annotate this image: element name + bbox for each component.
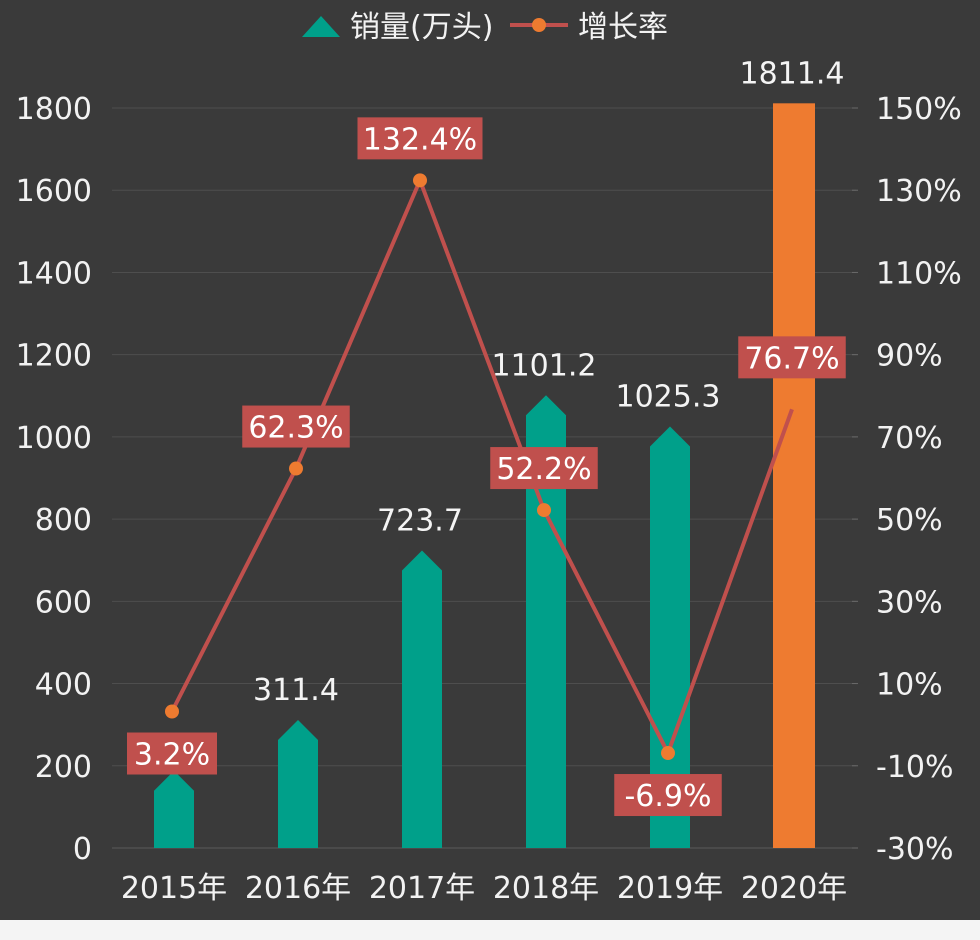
growth-label-box	[357, 117, 483, 160]
growth-marker	[289, 461, 303, 476]
y-left-tick-label: 800	[35, 503, 92, 538]
x-axis: 2015年 2016年 2017年 2018年 2019年 2020年	[121, 871, 847, 906]
bar	[526, 395, 566, 848]
x-tick-label: 2016年	[245, 871, 351, 906]
legend-bar-swatch	[302, 16, 340, 37]
y-right-tick-label: 70%	[876, 421, 943, 456]
y-right-tick-label: 130%	[876, 174, 962, 209]
growth-value-label: -6.9%	[624, 779, 711, 814]
y-left-tick-label: 400	[35, 668, 92, 703]
chart-canvas: 311.4 723.7 1101.2 1025.3 1811.4 3.2% 62.3% 13…	[16, 10, 962, 906]
y-right-tick-label: 110%	[876, 256, 962, 291]
growth-marker	[413, 173, 427, 188]
growth-marker	[165, 704, 179, 719]
bar	[402, 550, 442, 848]
x-tick-label: 2017年	[369, 871, 475, 906]
growth-marker	[661, 746, 675, 761]
bar	[278, 719, 318, 848]
bar	[650, 426, 690, 848]
y-right-tick-label: 150%	[876, 92, 962, 127]
legend-line-marker	[532, 18, 546, 32]
bottom-strip	[0, 920, 980, 940]
bar	[773, 103, 815, 848]
x-tick-label: 2019年	[617, 871, 723, 906]
y-left-tick-label: 1800	[16, 92, 92, 127]
y-left-tick-label: 200	[35, 750, 92, 785]
y-left-tick-label: 0	[73, 832, 92, 867]
y-left-tick-label: 1200	[16, 339, 92, 374]
bar-value-label: 1025.3	[616, 379, 721, 414]
bar-value-label: 1101.2	[492, 348, 597, 383]
bar-value-label: 1811.4	[740, 56, 845, 91]
growth-value-label: 62.3%	[248, 411, 343, 446]
x-tick-label: 2018年	[493, 871, 599, 906]
x-tick-label: 2015年	[121, 871, 227, 906]
growth-label-box	[242, 405, 350, 448]
growth-label-box	[614, 774, 722, 817]
y-right-tick-label: -10%	[876, 750, 954, 785]
y-right-tick-label: 50%	[876, 503, 943, 538]
legend-line-label: 增长率	[578, 10, 668, 45]
y-right-tick-label: -30%	[876, 832, 954, 867]
growth-value-label: 76.7%	[744, 341, 839, 376]
growth-label-box	[127, 732, 217, 775]
legend-bar-label: 销量(万头)	[350, 10, 493, 45]
y-right-tick-label: 30%	[876, 585, 943, 620]
y-right-tick-label: 90%	[876, 339, 943, 374]
x-tick-label: 2020年	[741, 871, 847, 906]
line-series	[165, 173, 794, 761]
bar-value-label: 723.7	[377, 503, 463, 538]
line-data-labels: 3.2% 62.3% 132.4% 52.2% -6.9% 76.7%	[127, 117, 846, 817]
growth-value-label: 132.4%	[363, 122, 477, 157]
growth-label-box	[738, 336, 846, 379]
chart: 311.4 723.7 1101.2 1025.3 1811.4 3.2% 62.3% 13…	[0, 10, 980, 940]
grid-lines	[112, 107, 856, 849]
bar	[154, 770, 194, 848]
bar-series	[154, 103, 815, 848]
y-left-tick-label: 600	[35, 585, 92, 620]
legend: 销量(万头) 增长率	[302, 10, 668, 45]
growth-line	[170, 178, 794, 756]
y-right-tick-label: 10%	[876, 668, 943, 703]
y-left-tick-label: 1400	[16, 256, 92, 291]
y-axis-right: -30% -10% 10% 30% 50% 70% 90% 110% 130% 150%	[852, 92, 962, 867]
growth-value-label: 52.2%	[496, 452, 591, 487]
bar-data-labels: 311.4 723.7 1101.2 1025.3 1811.4	[253, 56, 844, 708]
growth-marker	[537, 503, 551, 518]
growth-label-box	[490, 447, 598, 490]
y-axis-left: 0 200 400 600 800 1000 1200 1400 1600 1800	[16, 92, 92, 867]
y-left-tick-label: 1000	[16, 421, 92, 456]
bar-value-label: 311.4	[253, 673, 339, 708]
growth-value-label: 3.2%	[134, 738, 210, 773]
y-left-tick-label: 1600	[16, 174, 92, 209]
